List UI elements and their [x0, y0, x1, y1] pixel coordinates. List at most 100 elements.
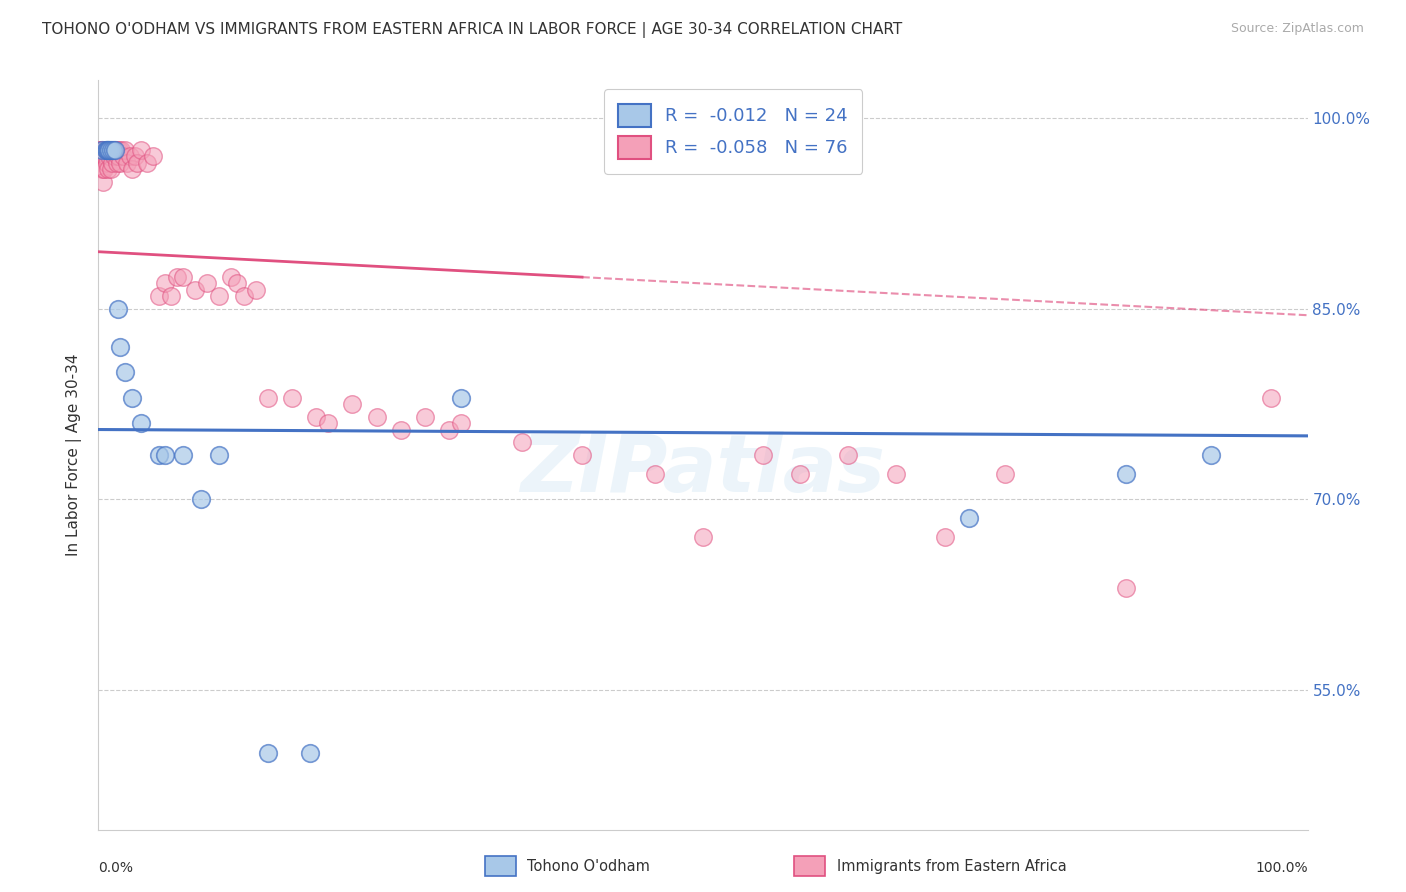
Point: [129, 143, 152, 157]
Point: [97, 143, 120, 157]
Point: [90, 143, 112, 157]
Point: [1199, 448, 1222, 462]
Point: [91, 143, 114, 157]
Point: [437, 423, 460, 437]
Point: [957, 511, 980, 525]
Point: [91, 149, 114, 163]
Point: [305, 409, 328, 424]
Point: [100, 162, 122, 177]
Point: [101, 143, 124, 157]
Point: [97, 143, 120, 157]
Point: [752, 448, 775, 462]
Point: [111, 149, 134, 163]
Point: [208, 289, 231, 303]
Point: [789, 467, 811, 481]
Point: [97, 162, 120, 177]
Point: [121, 391, 143, 405]
Point: [135, 156, 157, 170]
Point: [96, 143, 118, 157]
Point: [101, 143, 124, 157]
Point: [94, 149, 117, 163]
Point: [108, 143, 131, 157]
Point: [172, 270, 194, 285]
Text: TOHONO O'ODHAM VS IMMIGRANTS FROM EASTERN AFRICA IN LABOR FORCE | AGE 30-34 CORR: TOHONO O'ODHAM VS IMMIGRANTS FROM EASTER…: [42, 22, 903, 38]
Point: [450, 416, 472, 430]
Point: [1115, 467, 1137, 481]
Point: [366, 409, 388, 424]
Point: [571, 448, 593, 462]
Point: [103, 149, 125, 163]
Point: [316, 416, 339, 430]
Point: [692, 531, 714, 545]
Point: [148, 289, 170, 303]
Point: [184, 283, 207, 297]
Y-axis label: In Labor Force | Age 30-34: In Labor Force | Age 30-34: [66, 353, 83, 557]
Point: [91, 162, 114, 177]
Point: [256, 391, 278, 405]
Point: [1260, 391, 1282, 405]
Point: [129, 416, 152, 430]
Text: Tohono O'odham: Tohono O'odham: [527, 859, 650, 873]
Point: [104, 143, 127, 157]
Point: [342, 397, 364, 411]
Point: [450, 391, 472, 405]
Point: [107, 301, 129, 316]
Point: [221, 270, 243, 285]
Point: [389, 423, 412, 437]
Point: [98, 149, 121, 163]
Point: [153, 448, 176, 462]
Point: [117, 156, 139, 170]
Point: [153, 277, 176, 291]
Point: [93, 143, 115, 157]
Point: [100, 143, 122, 157]
Point: [91, 175, 114, 189]
Point: [93, 149, 115, 163]
Point: [96, 143, 118, 157]
Point: [118, 149, 141, 163]
Point: [281, 391, 304, 405]
Point: [1115, 581, 1137, 595]
Point: [299, 747, 322, 761]
Point: [413, 409, 436, 424]
Point: [107, 149, 129, 163]
Point: [94, 143, 117, 157]
Point: [172, 448, 194, 462]
Point: [91, 143, 114, 157]
Legend: R =  -0.012   N = 24, R =  -0.058   N = 76: R = -0.012 N = 24, R = -0.058 N = 76: [605, 89, 862, 174]
Point: [232, 289, 254, 303]
Point: [510, 435, 533, 450]
Point: [166, 270, 188, 285]
Point: [142, 149, 165, 163]
Point: [114, 143, 136, 157]
Text: 100.0%: 100.0%: [1256, 862, 1308, 875]
Point: [256, 747, 278, 761]
Point: [208, 448, 231, 462]
Point: [96, 156, 118, 170]
Point: [89, 143, 111, 157]
Point: [110, 143, 132, 157]
Point: [100, 143, 122, 157]
Point: [148, 448, 170, 462]
Point: [226, 277, 249, 291]
Text: Immigrants from Eastern Africa: Immigrants from Eastern Africa: [837, 859, 1066, 873]
Point: [100, 143, 122, 157]
Point: [90, 143, 112, 157]
Text: ZIPatlas: ZIPatlas: [520, 431, 886, 509]
Point: [93, 162, 115, 177]
Point: [105, 156, 128, 170]
Point: [91, 162, 114, 177]
Point: [104, 143, 127, 157]
Point: [98, 143, 121, 157]
Point: [190, 492, 212, 507]
Point: [108, 340, 131, 354]
Point: [245, 283, 267, 297]
Point: [644, 467, 666, 481]
Text: Source: ZipAtlas.com: Source: ZipAtlas.com: [1230, 22, 1364, 36]
Text: 0.0%: 0.0%: [98, 862, 134, 875]
Point: [837, 448, 859, 462]
Point: [160, 289, 183, 303]
Point: [114, 365, 136, 379]
Point: [934, 531, 956, 545]
Point: [98, 143, 121, 157]
Point: [195, 277, 218, 291]
